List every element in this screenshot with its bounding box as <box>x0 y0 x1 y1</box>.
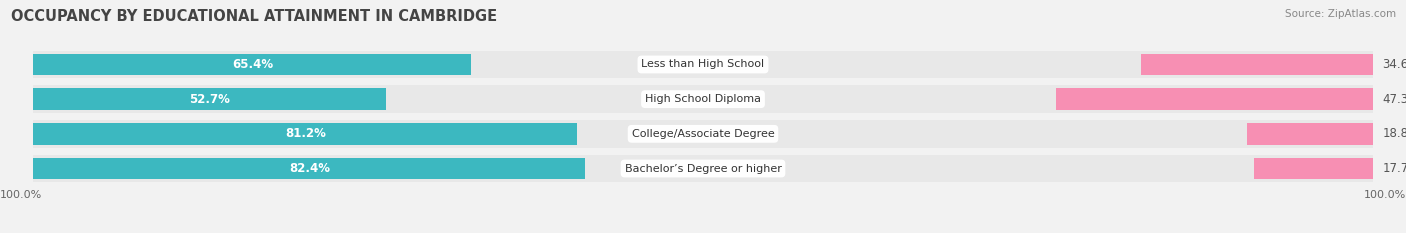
Bar <box>34 54 471 75</box>
Text: 47.3%: 47.3% <box>1382 93 1406 106</box>
Bar <box>1140 54 1372 75</box>
Bar <box>1247 123 1372 145</box>
Bar <box>34 158 585 179</box>
Text: 65.4%: 65.4% <box>232 58 273 71</box>
Bar <box>34 88 387 110</box>
Text: OCCUPANCY BY EDUCATIONAL ATTAINMENT IN CAMBRIDGE: OCCUPANCY BY EDUCATIONAL ATTAINMENT IN C… <box>11 9 498 24</box>
Text: Bachelor’s Degree or higher: Bachelor’s Degree or higher <box>624 164 782 174</box>
Text: College/Associate Degree: College/Associate Degree <box>631 129 775 139</box>
Text: 34.6%: 34.6% <box>1382 58 1406 71</box>
Text: 100.0%: 100.0% <box>1364 190 1406 200</box>
Bar <box>34 120 1372 148</box>
Bar <box>1056 88 1372 110</box>
Text: 17.7%: 17.7% <box>1382 162 1406 175</box>
Bar <box>34 155 1372 182</box>
Bar <box>34 123 576 145</box>
Text: 52.7%: 52.7% <box>190 93 231 106</box>
Text: 81.2%: 81.2% <box>285 127 326 140</box>
Bar <box>34 85 1372 113</box>
Text: Source: ZipAtlas.com: Source: ZipAtlas.com <box>1285 9 1396 19</box>
Text: 100.0%: 100.0% <box>0 190 42 200</box>
Text: 82.4%: 82.4% <box>288 162 330 175</box>
Text: 18.8%: 18.8% <box>1382 127 1406 140</box>
Text: High School Diploma: High School Diploma <box>645 94 761 104</box>
Bar <box>34 51 1372 78</box>
Text: Less than High School: Less than High School <box>641 59 765 69</box>
Bar <box>1254 158 1372 179</box>
